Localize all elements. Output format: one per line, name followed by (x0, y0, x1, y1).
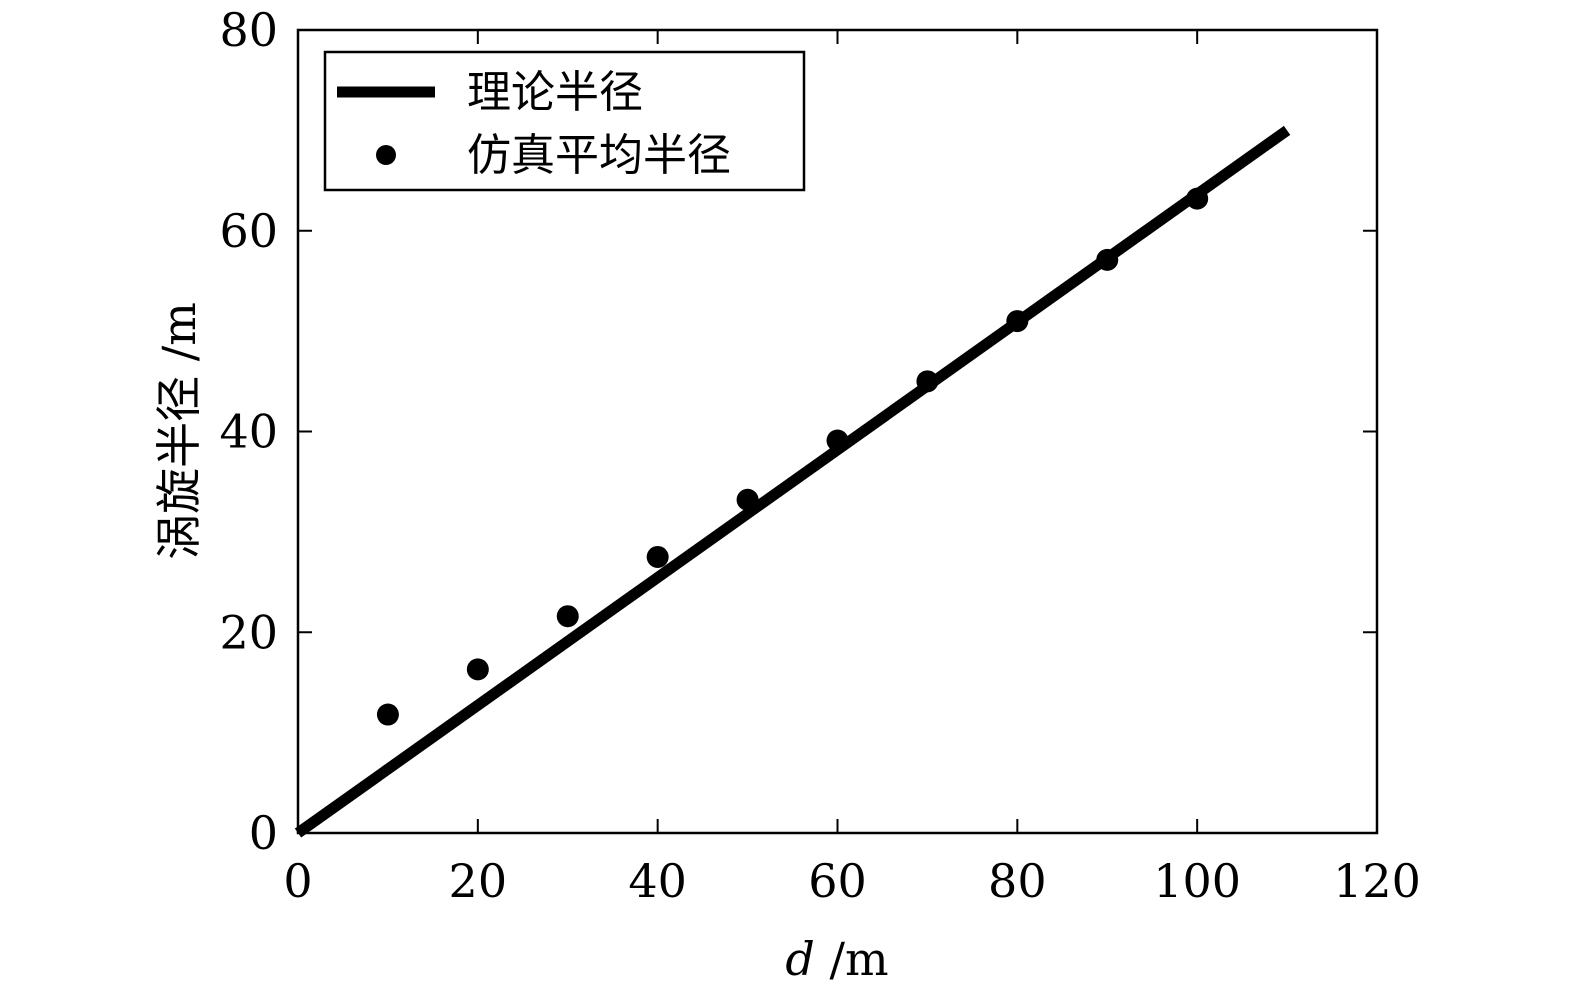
x-axis-label-variable: d (785, 932, 814, 986)
legend: 理论半径 仿真平均半径 (323, 50, 806, 192)
axis-ticks: 0 20 40 60 80 100 120 0 20 40 60 80 (219, 3, 1420, 908)
series-line-theoretical-radius (294, 125, 1291, 838)
y-axis-label: 涡旋半径 /m (152, 302, 206, 560)
legend-dot-symbol (376, 145, 396, 165)
y-tick-label: 40 (219, 405, 278, 459)
x-tick-label: 120 (1333, 854, 1421, 908)
data-point-simulated-radius (646, 545, 669, 568)
x-tick-label: 80 (988, 854, 1047, 908)
data-point-simulated-radius (1006, 310, 1029, 333)
data-point-simulated-radius (736, 488, 759, 511)
data-point-simulated-radius (916, 370, 939, 393)
data-point-simulated-radius (376, 703, 399, 726)
y-tick-label: 0 (249, 806, 278, 860)
x-axis-label-unit: /m (815, 932, 889, 986)
x-tick-label: 60 (808, 854, 867, 908)
x-tick-label: 0 (283, 854, 312, 908)
y-tick-label: 80 (219, 3, 278, 57)
x-tick-label: 40 (628, 854, 687, 908)
x-tick-label: 100 (1153, 854, 1241, 908)
y-tick-label: 20 (219, 605, 278, 659)
x-axis-label: d /m (785, 932, 888, 986)
legend-label-theory: 理论半径 (467, 67, 643, 118)
data-point-simulated-radius (826, 429, 849, 452)
legend-box (323, 50, 806, 192)
series-layer (294, 125, 1291, 838)
data-point-simulated-radius (466, 658, 489, 681)
legend-label-simulation: 仿真平均半径 (467, 130, 731, 181)
data-point-simulated-radius (556, 605, 579, 628)
y-tick-label: 60 (219, 204, 278, 258)
x-tick-label: 20 (449, 854, 508, 908)
data-point-simulated-radius (1096, 248, 1119, 271)
data-point-simulated-radius (1186, 187, 1209, 210)
